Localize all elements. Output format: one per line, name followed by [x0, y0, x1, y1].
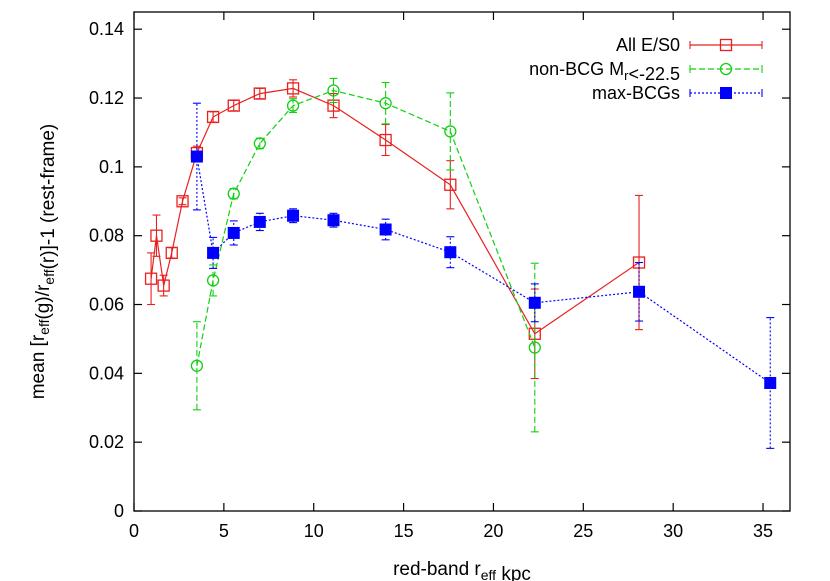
y-tick-label: 0.04 [89, 363, 124, 383]
data-point [227, 99, 240, 112]
data-point [206, 274, 220, 287]
legend-entry: All E/S0 [616, 35, 763, 55]
error-bar [167, 247, 176, 259]
data-point [227, 226, 240, 239]
legend-entry: max-BCGs [592, 83, 763, 103]
data-point [150, 229, 163, 242]
data-point [227, 187, 240, 200]
error-bar [152, 214, 161, 257]
plot-frame [133, 11, 791, 512]
error-bar [381, 123, 390, 157]
error-bar [209, 264, 218, 297]
legend-marker [719, 38, 733, 52]
error-bar [209, 236, 218, 269]
data-point [286, 99, 300, 112]
data-point [633, 285, 646, 298]
legend-label: max-BCGs [592, 83, 680, 103]
data-point [764, 376, 777, 389]
data-point [144, 272, 158, 285]
series-1 [144, 79, 646, 380]
error-bar [329, 77, 338, 104]
x-tick-label: 25 [573, 521, 593, 541]
data-point [528, 341, 541, 354]
error-bar [229, 99, 238, 112]
error-bar [159, 274, 168, 297]
error-bar [530, 283, 539, 323]
y-tick-label: 0.08 [89, 226, 124, 246]
x-tick-label: 10 [304, 521, 324, 541]
data-point [253, 137, 266, 150]
data-point [379, 223, 392, 236]
data-point [327, 214, 340, 227]
x-tick-label: 30 [663, 521, 683, 541]
data-point [207, 246, 220, 259]
legend-label: All E/S0 [616, 35, 680, 55]
y-axis-label: mean [reff(g)/reff(r)]-1 (rest-frame) [28, 124, 59, 400]
data-point [206, 110, 220, 124]
x-tick-label: 0 [129, 521, 139, 541]
data-point [253, 215, 266, 228]
y-tick-label: 0.12 [89, 88, 124, 108]
y-tick-label: 0.06 [89, 295, 124, 315]
data-point [253, 87, 266, 100]
series-2 [190, 77, 541, 433]
data-point [444, 125, 457, 138]
series-line [150, 87, 640, 335]
data-point [444, 178, 457, 191]
error-bar [446, 92, 455, 171]
data-point [379, 133, 392, 147]
x-tick-label: 20 [483, 521, 503, 541]
series-line [196, 156, 771, 384]
y-tick-label: 0.1 [99, 157, 124, 177]
error-bar [446, 236, 455, 269]
legend-marker [720, 87, 732, 99]
x-axis-label: red-band reff kpc [393, 559, 531, 581]
data-point [165, 246, 178, 260]
legend-label: non-BCG Mr<-22.5 [529, 59, 680, 84]
error-bar [229, 187, 238, 200]
series-3 [190, 102, 777, 449]
error-bar [178, 197, 187, 206]
y-tick-label: 0.14 [89, 19, 124, 39]
x-tick-label: 15 [394, 521, 414, 541]
error-bar [209, 111, 218, 123]
x-tick-label: 35 [753, 521, 773, 541]
error-bar [381, 218, 390, 241]
series-line [196, 89, 536, 366]
error-bar [289, 98, 298, 114]
error-bar [381, 81, 390, 125]
data-point [157, 279, 170, 292]
data-point [176, 195, 189, 208]
data-point [528, 296, 541, 309]
error-bar [192, 321, 201, 411]
legend-marker [719, 62, 733, 76]
data-point [286, 82, 300, 95]
data-point [327, 84, 340, 97]
y-tick-label: 0.02 [89, 432, 124, 452]
data-point [190, 359, 204, 372]
x-tick-label: 5 [219, 521, 229, 541]
error-bar [289, 208, 298, 224]
data-point [444, 246, 457, 259]
error-bar [530, 262, 539, 433]
error-bar [329, 212, 338, 228]
legend-entry: non-BCG Mr<-22.5 [529, 59, 763, 84]
error-bar [147, 252, 156, 306]
data-point [190, 150, 203, 163]
data-point [379, 97, 392, 110]
axes: 0 5 10 15 20 25 30 35 0 0.02 0.04 0.06 0.08 0.1 0.12 0.… [89, 11, 791, 541]
data-point [287, 209, 300, 222]
series-layer [144, 77, 777, 449]
y-tick-label: 0 [114, 501, 124, 521]
